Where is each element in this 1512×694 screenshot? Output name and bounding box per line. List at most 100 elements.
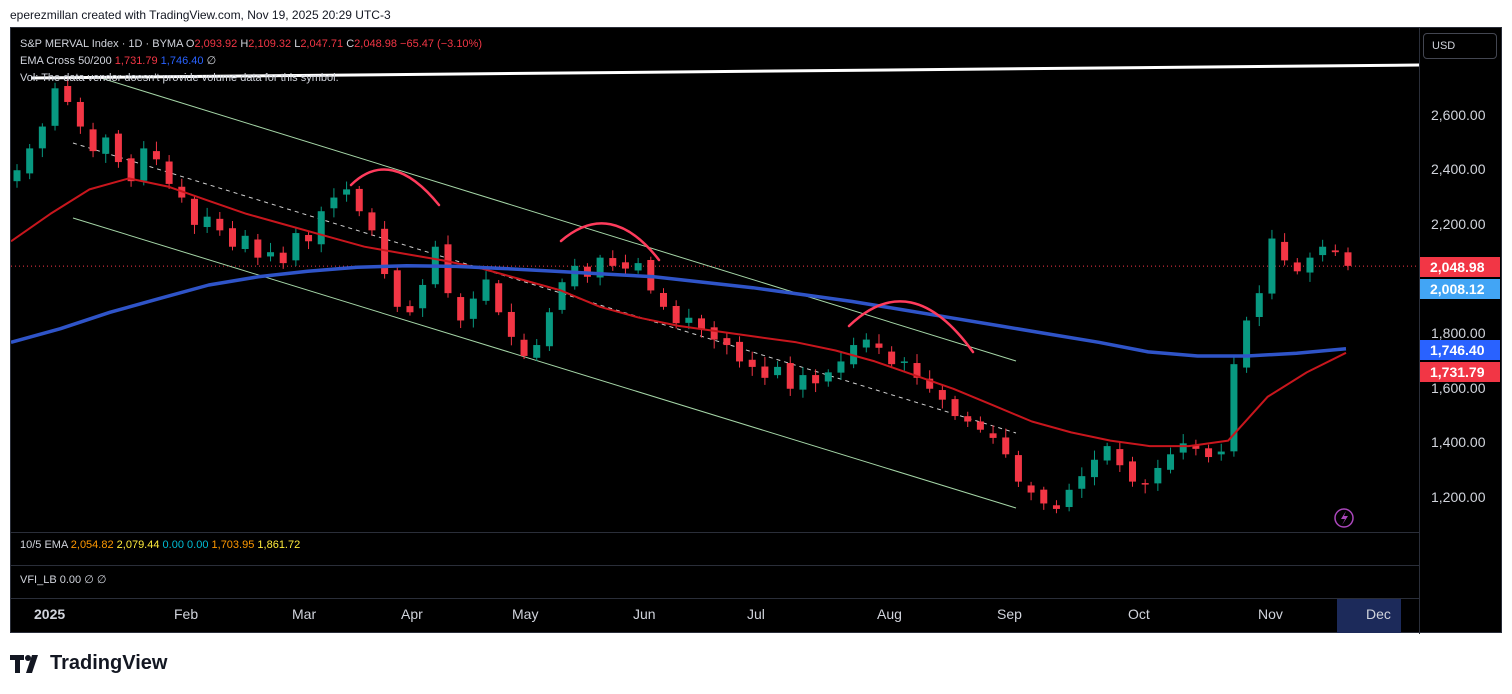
tradingview-logo-icon (10, 654, 38, 673)
legend-close-label: C (346, 38, 355, 50)
pane-divider[interactable] (11, 532, 1419, 533)
candle-body (596, 257, 604, 278)
candle-body (355, 188, 363, 212)
candle-body (1268, 238, 1276, 294)
legend-symbol[interactable]: S&P MERVAL Index · 1D · BYMA (20, 38, 183, 50)
candle-body (888, 351, 896, 365)
channel-lower-line (72, 217, 1017, 509)
candle-body (533, 345, 541, 358)
annotation-arc (847, 300, 975, 354)
ema50-line (11, 177, 1347, 448)
resistance-trendline (30, 63, 1419, 80)
chart-credit: eperezmillan created with TradingView.co… (10, 8, 391, 22)
price-axis-divider (1419, 28, 1420, 634)
candle-body (900, 361, 908, 363)
time-tick-label: Feb (174, 606, 199, 622)
candle-body (1281, 241, 1289, 261)
time-tick-label: Mar (292, 606, 317, 622)
time-tick-label: 2025 (34, 606, 66, 622)
legend-low: 2,047.71 (300, 38, 344, 50)
candle-body (1217, 451, 1225, 455)
price-plot[interactable] (11, 28, 1419, 532)
pane-divider[interactable] (11, 565, 1419, 566)
candle-body (76, 101, 84, 127)
candle-body (748, 359, 756, 367)
candle-body (875, 343, 883, 348)
currency-button[interactable]: USD (1423, 33, 1497, 59)
candle-body (393, 270, 401, 307)
candle-body (1027, 485, 1035, 493)
candle-body (1344, 252, 1352, 266)
candle-body (609, 258, 617, 266)
candle-body (254, 239, 262, 258)
candle-body (216, 218, 224, 231)
candle-body (672, 305, 680, 324)
price-tag: 1,731.79 (1420, 362, 1500, 382)
vfi-subpane-legend: VFI_LB 0.00 ∅ ∅ (20, 573, 106, 586)
channel-upper-line (100, 77, 1017, 362)
candle-body (1192, 444, 1200, 449)
legend-eye-icon[interactable]: ∅ (206, 55, 217, 67)
price-tick-label: 2,400.00 (1431, 161, 1486, 178)
candle-body (913, 363, 921, 378)
candle-body (1052, 505, 1060, 509)
vfi-value: 0.00 (59, 574, 82, 586)
time-tick-label: Nov (1258, 606, 1283, 622)
candle-body (862, 339, 870, 348)
candle-body (1129, 461, 1137, 482)
candle-body (774, 366, 782, 376)
legend-high-label: H (240, 38, 249, 50)
candle-body (1141, 483, 1149, 485)
candle-body (621, 262, 629, 269)
candle-body (926, 378, 934, 389)
candle-body (241, 235, 249, 249)
legend-low-label: L (294, 38, 301, 50)
vfi-eye-icon[interactable]: ∅ (96, 574, 107, 586)
candle-body (558, 282, 566, 310)
candle-body (951, 399, 959, 417)
candle-body (1230, 364, 1238, 452)
lightning-icon (1341, 511, 1348, 525)
candle-body (140, 148, 148, 181)
price-tag: 1,746.40 (1420, 340, 1500, 360)
candle-body (495, 283, 503, 313)
candle-body (317, 211, 325, 245)
candle-body (1002, 437, 1010, 455)
ema-value-3: 0.00 (162, 539, 184, 551)
time-tick-label: Jun (633, 606, 656, 622)
legend-high: 2,109.32 (248, 38, 292, 50)
candle-body (38, 126, 46, 149)
candle-body (444, 244, 452, 294)
candle-body (419, 284, 427, 309)
time-axis-divider (11, 598, 1419, 599)
candle-body (824, 372, 832, 382)
candle-body (330, 197, 338, 209)
ema-subpane-label[interactable]: 10/5 EMA (20, 539, 68, 551)
price-tick-label: 1,200.00 (1431, 489, 1486, 505)
candle-body (279, 252, 287, 264)
legend-ema-label[interactable]: EMA Cross 50/200 (20, 55, 112, 67)
time-tick-label: Sep (997, 606, 1022, 622)
candle-body (507, 311, 515, 337)
time-tick-label: Oct (1128, 606, 1150, 622)
chart-legend: S&P MERVAL Index · 1D · BYMA O2,093.92 H… (20, 36, 482, 87)
time-tick-label: Apr (401, 606, 423, 622)
chart-frame[interactable]: S&P MERVAL Index · 1D · BYMA O2,093.92 H… (10, 27, 1502, 634)
channel-mid-line (72, 142, 1017, 434)
legend-close: 2,048.98 (354, 38, 397, 50)
tradingview-logo[interactable]: TradingView (10, 652, 167, 675)
candle-body (1306, 257, 1314, 273)
time-tick-label: May (512, 606, 539, 622)
vfi-eye-icon[interactable]: ∅ (84, 574, 94, 586)
candle-body (469, 298, 477, 319)
candle-body (127, 158, 135, 182)
candle-body (102, 137, 110, 154)
candle-body (1090, 459, 1098, 478)
candle-body (698, 318, 706, 329)
time-tick-label: Jul (747, 606, 765, 622)
candle-body (228, 228, 236, 247)
candle-body (381, 228, 389, 275)
ema-value-1: 2,054.82 (70, 539, 114, 551)
lightning-icon (1334, 508, 1354, 528)
vfi-label[interactable]: VFI_LB (20, 574, 57, 586)
